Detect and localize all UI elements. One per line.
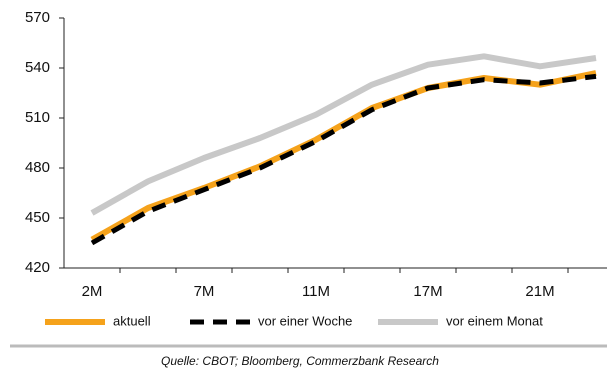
series-line <box>90 53 597 216</box>
series-line <box>90 73 597 246</box>
x-tick-label: 2M <box>82 283 103 300</box>
legend-label: vor einer Woche <box>258 313 352 328</box>
source: Quelle: CBOT; Bloomberg, Commerzbank Res… <box>161 354 439 368</box>
legend-label: vor einem Monat <box>446 313 543 328</box>
y-tick-label: 540 <box>25 59 50 76</box>
y-tick-label: 480 <box>25 159 50 176</box>
y-tick-label: 450 <box>25 209 50 226</box>
x-tick-label: 11M <box>302 283 330 300</box>
y-tick-label: 570 <box>25 9 50 26</box>
y-tick-label: 510 <box>25 109 50 126</box>
x-tick-label: 21M <box>525 283 554 300</box>
legend-label: aktuell <box>113 313 151 328</box>
x-tick-label: 7M <box>194 283 215 300</box>
y-tick-label: 420 <box>25 259 50 276</box>
x-tick-label: 17M <box>413 283 442 300</box>
